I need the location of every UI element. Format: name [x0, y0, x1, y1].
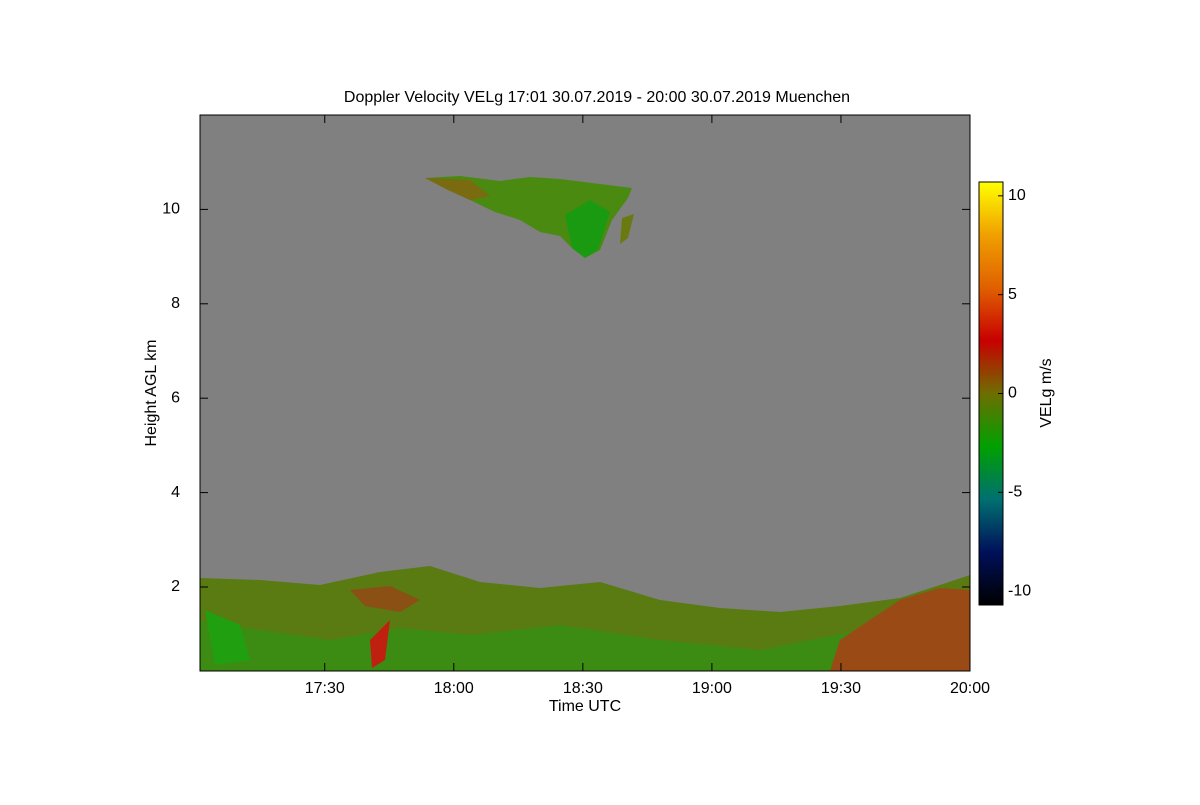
boundary-layer-patch [205, 610, 250, 665]
chart-title: Doppler Velocity VELg 17:01 30.07.2019 -… [344, 89, 850, 106]
y-tick-label: 10 [162, 201, 180, 218]
boundary-layer [200, 566, 970, 671]
boundary-layer-evening [830, 588, 970, 671]
x-tick-label: 20:00 [950, 680, 990, 697]
colorbar-tick-label: 10 [1008, 187, 1026, 204]
y-tick-label: 2 [171, 578, 180, 595]
y-tick-label: 8 [171, 295, 180, 312]
x-tick-label: 18:00 [434, 680, 474, 697]
y-tick-label: 6 [171, 389, 180, 406]
colorbar-tick-label: -5 [1008, 484, 1022, 501]
boundary-layer-patch [350, 586, 420, 612]
x-tick-label: 19:00 [692, 680, 732, 697]
cloud-layer [425, 176, 634, 258]
boundary-layer-patch [370, 620, 390, 668]
x-tick-label: 19:30 [821, 680, 861, 697]
colorbar-tick-label: -10 [1008, 582, 1031, 599]
cirrus-echo-edge [425, 178, 490, 200]
colorbar-tick-label: 0 [1008, 385, 1017, 402]
colorbar-tick-label: 5 [1008, 286, 1017, 303]
cirrus-echo-core [565, 200, 610, 258]
boundary-layer-lower [200, 592, 970, 671]
x-tick-label: 17:30 [305, 680, 345, 697]
x-axis-label: Time UTC [549, 698, 621, 715]
plot-frame [199, 114, 971, 672]
x-tick-label: 18:30 [563, 680, 603, 697]
cirrus-fragment [620, 214, 634, 244]
y-axis-label: Height AGL km [143, 339, 160, 446]
colorbar-label: VELg m/s [1038, 358, 1055, 427]
y-tick-label: 4 [171, 484, 180, 501]
